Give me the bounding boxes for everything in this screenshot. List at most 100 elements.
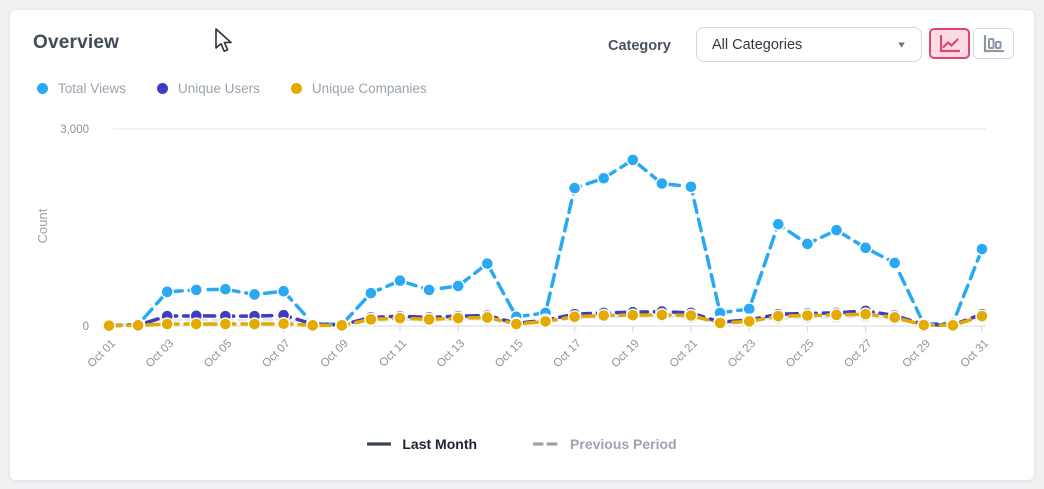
legend-item-label: Unique Users (178, 81, 260, 96)
overview-card: Overview Category All Categories ▼ (9, 9, 1035, 481)
page-title: Overview (33, 32, 120, 53)
data-point[interactable] (626, 308, 640, 322)
bar-chart-icon (983, 34, 1004, 53)
y-tick-label: 3,000 (60, 124, 89, 136)
data-point[interactable] (218, 317, 233, 331)
data-point[interactable] (655, 176, 669, 191)
data-point[interactable] (742, 302, 756, 316)
data-point[interactable] (655, 308, 669, 322)
data-point[interactable] (975, 309, 989, 323)
data-point[interactable] (189, 317, 204, 331)
legend-previous-period: Previous Period (533, 436, 677, 452)
data-point[interactable] (480, 310, 494, 325)
data-point[interactable] (451, 279, 465, 293)
legend-dot-icon (157, 83, 169, 94)
x-tick-label: Oct 11 (377, 338, 409, 370)
data-point[interactable] (713, 316, 727, 330)
data-point[interactable] (218, 282, 233, 296)
x-tick-label: Oct 03 (144, 338, 176, 370)
y-axis-title: Count (35, 208, 50, 243)
x-tick-label: Oct 25 (784, 338, 816, 370)
legend-item-label: Unique Companies (311, 81, 427, 96)
data-point[interactable] (538, 314, 553, 329)
x-tick-label: Oct 23 (726, 338, 758, 370)
category-select-value: All Categories (712, 36, 803, 53)
x-tick-label: Oct 31 (959, 338, 991, 370)
data-point[interactable] (975, 242, 989, 256)
line-chart-icon (939, 34, 960, 53)
data-point[interactable] (364, 312, 378, 327)
data-point[interactable] (451, 311, 465, 325)
data-point[interactable] (131, 318, 145, 333)
data-point[interactable] (626, 153, 640, 167)
line-chart[interactable]: 0 3,000 Count Oct 01 Oct 03 Oct 05 Oct 07 Oct 0… (10, 111, 1036, 401)
legend-last-month: Last Month (367, 436, 477, 452)
x-tick-label: Oct 27 (842, 338, 874, 370)
legend-dot-icon (37, 83, 48, 94)
legend-item-unique-users[interactable]: Unique Users (157, 81, 260, 96)
data-point[interactable] (684, 308, 698, 323)
data-point[interactable] (509, 317, 524, 331)
data-point[interactable] (276, 317, 291, 331)
data-point[interactable] (364, 286, 378, 300)
data-point[interactable] (597, 308, 611, 323)
data-point[interactable] (800, 308, 815, 323)
data-point[interactable] (102, 318, 116, 333)
x-tick-label: Oct 09 (318, 338, 350, 370)
category-label: Category (608, 38, 671, 54)
data-point[interactable] (480, 256, 494, 271)
data-point[interactable] (829, 223, 844, 237)
previous-period-label: Previous Period (570, 436, 677, 452)
data-point[interactable] (567, 181, 582, 195)
category-select[interactable]: All Categories ▼ (696, 27, 922, 62)
x-tick-label: Oct 15 (493, 338, 525, 370)
x-tick-label: Oct 19 (609, 338, 641, 370)
legend-item-total-views[interactable]: Total Views (37, 81, 126, 96)
last-month-label: Last Month (402, 436, 478, 452)
data-point[interactable] (276, 284, 291, 298)
data-point[interactable] (306, 318, 320, 333)
data-point[interactable] (160, 317, 174, 331)
x-tick-label: Oct 13 (435, 338, 467, 370)
x-tick-label: Oct 17 (551, 338, 583, 370)
data-point[interactable] (567, 310, 582, 324)
data-point[interactable] (858, 307, 873, 321)
data-point[interactable] (829, 308, 844, 322)
data-point[interactable] (946, 318, 960, 333)
legend-item-label: Total Views (58, 81, 127, 96)
data-point[interactable] (684, 180, 698, 194)
data-point[interactable] (917, 318, 931, 332)
line-chart-toggle[interactable] (929, 28, 970, 59)
chart-legend: Total Views Unique Users Unique Companies (37, 81, 427, 96)
data-point[interactable] (597, 171, 611, 185)
data-point[interactable] (393, 311, 407, 325)
data-point[interactable] (422, 312, 436, 327)
legend-item-unique-companies[interactable]: Unique Companies (290, 81, 427, 96)
data-point[interactable] (189, 283, 204, 297)
x-tick-label: Oct 07 (260, 338, 292, 370)
dashed-line-icon (533, 442, 560, 446)
data-point[interactable] (800, 237, 815, 251)
x-tick-label: Oct 29 (900, 338, 932, 370)
data-point[interactable] (888, 256, 902, 270)
y-tick-label: 0 (83, 321, 89, 333)
chevron-down-icon: ▼ (896, 39, 907, 50)
data-point[interactable] (422, 283, 436, 297)
data-point[interactable] (160, 285, 174, 299)
x-tick-label: Oct 01 (86, 338, 118, 370)
chart-type-toggle (929, 28, 1014, 59)
data-point[interactable] (742, 314, 756, 329)
series-line-0 (107, 158, 984, 328)
legend-dot-icon (290, 83, 302, 94)
data-point[interactable] (888, 310, 902, 325)
data-point[interactable] (858, 241, 873, 255)
x-tick-label: Oct 05 (202, 338, 234, 370)
solid-line-icon (367, 442, 392, 446)
data-point[interactable] (247, 287, 262, 302)
data-point[interactable] (771, 217, 785, 231)
data-point[interactable] (335, 318, 349, 333)
data-point[interactable] (247, 317, 262, 331)
data-point[interactable] (393, 273, 407, 288)
bar-chart-toggle[interactable] (973, 28, 1014, 59)
data-point[interactable] (771, 309, 785, 323)
